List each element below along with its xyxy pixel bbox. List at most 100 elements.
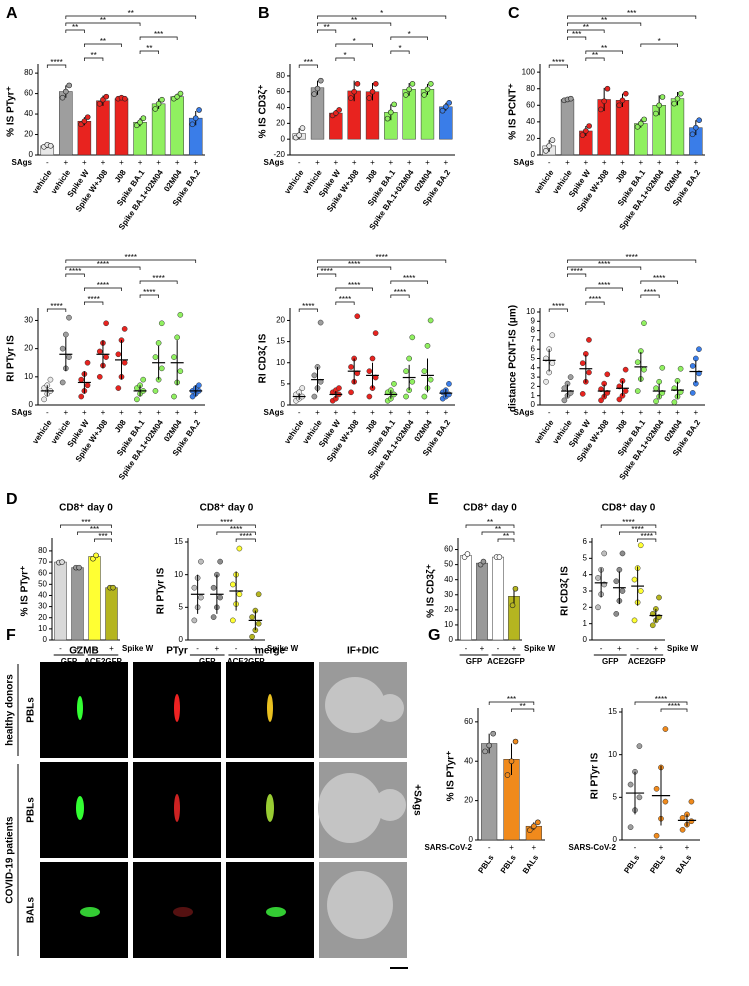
x-tick-label: + (109, 644, 114, 653)
bracket (585, 50, 623, 54)
bracket (65, 273, 85, 277)
row-value: - (298, 158, 301, 167)
significance: **** (622, 518, 634, 527)
point (598, 106, 604, 113)
row-value: + (675, 408, 680, 417)
group-label: GFP (602, 657, 619, 666)
group-label: healthy donors (5, 674, 16, 746)
point (66, 354, 72, 360)
x-tick-label: BALs (674, 853, 694, 876)
y-tick-label: 4 (583, 570, 588, 579)
significance: **** (625, 253, 637, 262)
point (598, 397, 604, 404)
row-value: - (488, 843, 491, 852)
y-tick-label: 60 (276, 87, 285, 96)
row-value: + (657, 158, 662, 167)
bar (54, 561, 67, 641)
point (409, 378, 416, 385)
significance: ** (72, 23, 78, 32)
row-value: + (138, 408, 143, 417)
point (96, 373, 103, 380)
bar (96, 100, 110, 156)
point (688, 818, 695, 825)
point (662, 798, 669, 805)
point (693, 124, 699, 131)
y-tick-label: 1 (583, 619, 588, 628)
point (637, 588, 644, 594)
y-tick-label: 20 (24, 130, 33, 139)
y-tick-label: 2 (531, 382, 536, 391)
y-axis-label: % IS PTyr⁺ (6, 86, 17, 137)
row-value: - (548, 408, 551, 417)
point (689, 131, 696, 138)
row-value: + (388, 408, 393, 417)
point (641, 366, 647, 373)
cell (374, 789, 406, 821)
point (230, 617, 236, 624)
point (59, 559, 65, 565)
bracket (84, 43, 122, 47)
y-tick-label: 20 (38, 613, 47, 622)
row-value: + (620, 158, 625, 167)
significance: **** (69, 267, 81, 276)
row-value: + (193, 408, 198, 417)
point (409, 334, 416, 341)
point (406, 86, 412, 93)
column-header: merge (255, 646, 285, 657)
bracket (567, 29, 605, 33)
row-label: PBLs (26, 797, 37, 823)
point (480, 558, 487, 565)
point (230, 581, 236, 588)
point (311, 393, 318, 400)
y-tick-label: 0 (531, 150, 536, 159)
significance: **** (653, 274, 665, 283)
y-tick-label: 7 (531, 335, 536, 344)
point (619, 588, 626, 594)
bracket (585, 287, 623, 291)
point (659, 364, 666, 371)
bracket (216, 531, 256, 535)
point (653, 385, 659, 392)
panel-label: D (6, 491, 18, 508)
bracket (335, 301, 355, 305)
bar (670, 98, 685, 156)
row-value: + (531, 843, 536, 852)
row-value: + (657, 408, 662, 417)
point (103, 93, 110, 100)
significance: *** (154, 30, 163, 39)
y-tick-label: 60 (526, 100, 535, 109)
point (84, 114, 91, 120)
point (649, 622, 656, 629)
point (659, 94, 666, 100)
point (158, 320, 165, 327)
y-tick-label: 10 (608, 750, 617, 759)
y-tick-label: 80 (276, 71, 285, 80)
point (210, 584, 217, 591)
point (622, 366, 629, 373)
significance: ** (128, 9, 134, 18)
bracket (317, 259, 447, 263)
point (155, 101, 162, 107)
bracket (567, 266, 642, 270)
signal (174, 694, 180, 722)
row-value: - (46, 408, 49, 417)
point (122, 95, 128, 102)
row-value: + (443, 408, 448, 417)
point (155, 340, 162, 346)
point (369, 355, 376, 362)
y-tick-label: 5 (281, 379, 286, 388)
point (688, 798, 695, 805)
point (171, 354, 177, 360)
point (595, 604, 601, 611)
point (636, 743, 643, 749)
y-tick-label: 2 (583, 602, 588, 611)
bracket (640, 43, 678, 47)
y-tick-label: 3 (583, 586, 588, 595)
point (296, 132, 302, 139)
row-label: Spike W (267, 644, 299, 653)
row-label: Spike W (122, 644, 154, 653)
bar (71, 567, 84, 641)
y-tick-label: 15 (276, 337, 285, 346)
row-value: + (370, 158, 375, 167)
